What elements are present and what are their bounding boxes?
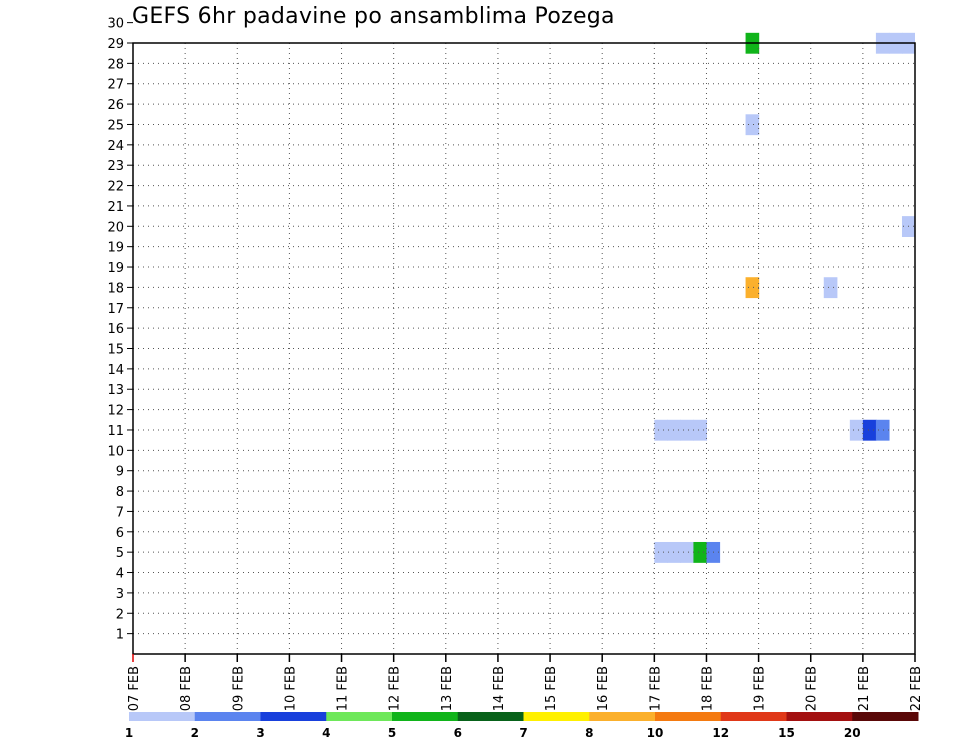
colorbar-swatch <box>523 712 590 721</box>
y-tick-label: 5 <box>116 546 124 561</box>
y-tick-label: 30 <box>107 17 124 32</box>
heatmap-cell <box>862 419 877 441</box>
colorbar-label: 2 <box>191 726 199 740</box>
colorbar-swatch <box>194 712 261 721</box>
x-tick-label: 11 FEB <box>336 666 351 711</box>
colorbar-label: 20 <box>844 726 861 740</box>
y-tick-label: 8 <box>116 485 124 500</box>
y-tick-label: 18 <box>107 281 124 296</box>
heatmap-cell <box>654 419 668 441</box>
heatmap-cell <box>745 277 760 299</box>
colorbar-label: 1 <box>125 726 133 740</box>
x-tick-label: 18 FEB <box>700 666 715 711</box>
y-tick-label: 11 <box>107 424 124 439</box>
colorbar-label: 8 <box>585 726 593 740</box>
colorbar: 1 2 3 4 5 6 7 8 10 12 15 20 <box>125 712 919 740</box>
y-tick-label: 3 <box>116 587 124 602</box>
colorbar-swatch <box>786 712 853 721</box>
y-tick-label: 29 <box>107 37 124 52</box>
colorbar-label: 7 <box>519 726 527 740</box>
colorbar-label: 4 <box>322 726 330 740</box>
x-tick-label: 21 FEB <box>857 666 872 711</box>
x-tick-label: 10 FEB <box>283 666 298 711</box>
heatmap-cell <box>849 419 864 441</box>
heatmap-cell <box>680 541 695 563</box>
x-tick-label: 09 FEB <box>231 666 246 711</box>
colorbar-label: 5 <box>388 726 396 740</box>
colorbar-swatch <box>852 712 919 721</box>
y-axis: 1234567891011121314151617181919202122232… <box>107 17 133 643</box>
y-tick-label: 21 <box>107 200 124 215</box>
colorbar-label: 15 <box>778 726 795 740</box>
colorbar-swatch <box>326 712 393 721</box>
x-tick-label: 19 FEB <box>753 666 768 711</box>
y-tick-label: 12 <box>107 404 124 419</box>
x-tick-label: 13 FEB <box>440 666 455 711</box>
colorbar-swatch <box>589 712 656 721</box>
heatmap-cell <box>693 541 708 563</box>
heatmap-cell <box>667 419 681 441</box>
x-tick-label: 20 FEB <box>805 666 820 711</box>
colorbar-label: 3 <box>256 726 264 740</box>
colorbar-swatch <box>655 712 722 721</box>
colorbar-swatch <box>129 712 196 721</box>
heatmap-cell <box>667 541 681 563</box>
y-tick-label: 16 <box>107 322 124 337</box>
y-tick-label: 20 <box>107 220 124 235</box>
y-tick-label: 9 <box>116 465 124 480</box>
x-tick-label: 22 FEB <box>909 666 924 711</box>
x-tick-label: 12 FEB <box>388 666 403 711</box>
colorbar-label: 6 <box>454 726 462 740</box>
y-tick-label: 6 <box>116 526 124 541</box>
x-tick-label: 14 FEB <box>492 666 507 711</box>
heatmap-cell <box>693 419 708 441</box>
colorbar-swatch <box>392 712 459 721</box>
y-tick-label: 7 <box>116 505 124 520</box>
x-tick-label: 08 FEB <box>179 666 194 711</box>
colorbar-swatch <box>260 712 327 721</box>
colorbar-swatch <box>720 712 787 721</box>
y-tick-label: 14 <box>107 363 124 378</box>
y-tick-label: 15 <box>107 343 124 358</box>
y-tick-label: 24 <box>107 139 124 154</box>
y-tick-label: 4 <box>116 567 124 582</box>
grid-lines <box>133 43 915 654</box>
colorbar-label: 12 <box>712 726 729 740</box>
heatmap-cells <box>654 32 915 563</box>
x-tick-label: 15 FEB <box>544 666 559 711</box>
y-tick-label: 28 <box>107 57 124 72</box>
y-tick-label: 23 <box>107 159 124 174</box>
heatmap-cell <box>823 277 838 299</box>
heatmap-cell <box>654 541 668 563</box>
y-tick-label: 27 <box>107 78 124 93</box>
colorbar-swatch <box>457 712 524 721</box>
x-axis: 07 FEB 08 FEB 09 FEB 10 FEB 11 FEB 12 FEB 13 F… <box>127 654 924 711</box>
chart-title: GEFS 6hr padavine po ansamblima Pozega <box>132 4 615 29</box>
y-tick-label: 1 <box>116 628 124 643</box>
y-tick-label: 19 <box>107 241 124 256</box>
heatmap-cell <box>875 419 890 441</box>
x-tick-label: 07 FEB <box>127 666 142 711</box>
x-tick-label: 17 FEB <box>648 666 663 711</box>
y-tick-label: 17 <box>107 302 124 317</box>
heatmap-cell <box>745 114 760 136</box>
y-tick-label: 25 <box>107 118 124 133</box>
y-tick-label: 10 <box>107 444 124 459</box>
y-tick-label: 26 <box>107 98 124 113</box>
y-tick-label: 22 <box>107 180 124 195</box>
x-tick-label: 16 FEB <box>596 666 611 711</box>
heatmap-cell <box>680 419 695 441</box>
y-tick-label: 13 <box>107 383 124 398</box>
colorbar-label: 10 <box>647 726 664 740</box>
y-tick-label: 2 <box>116 607 124 622</box>
y-tick-label: 19 <box>107 261 124 276</box>
